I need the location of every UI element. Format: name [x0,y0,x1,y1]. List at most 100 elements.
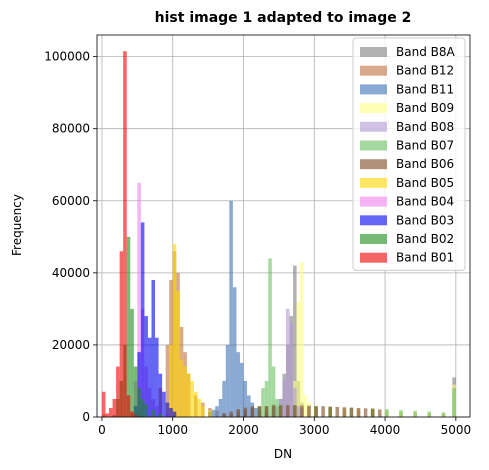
legend-swatch [360,196,387,207]
histogram-bar [172,411,177,417]
histogram-bar [109,407,113,417]
histogram-bar [271,405,276,417]
legend-swatch [360,234,387,244]
histogram-bar [275,398,279,417]
histogram-bar [285,308,290,417]
legend-entry: Band B08 [396,120,454,134]
histogram-bar [201,406,205,417]
histogram-bar [218,398,223,417]
histogram-bar [441,412,446,417]
x-tick-label: 3000 [299,423,330,437]
legend-swatch [360,103,387,114]
histogram-bar [119,251,124,417]
histogram-bar [130,308,134,417]
histogram-bar [254,407,258,417]
histogram-bar [211,409,216,417]
legend-swatch [360,140,387,151]
histogram-bar [247,395,251,417]
histogram-bar [137,388,141,417]
x-tick-label: 4000 [370,423,401,437]
y-tick-label: 20000 [52,338,90,352]
legend-frame [352,37,466,271]
histogram-bar [363,408,368,417]
axes-frame [96,34,471,418]
histogram-bar [232,287,237,417]
histogram-bar [140,222,145,417]
histogram-bar [335,406,340,417]
histogram-bar [314,406,318,417]
histogram-bar [169,344,173,417]
histogram-bar [303,395,308,417]
legend-entry: Band B03 [396,213,454,227]
histogram-bar [377,409,382,417]
histogram-bar [165,402,170,417]
histogram-bar [268,258,272,417]
histogram-bar [105,413,110,417]
histogram-bar [215,406,219,417]
legend-swatch [360,65,387,76]
y-tick-label: 100000 [44,50,90,64]
histogram-bar [197,398,202,417]
histogram-bar [399,410,403,417]
histogram-bar [144,404,148,417]
series-band-b01 [101,51,138,417]
histogram-bar [307,405,311,417]
legend-entry: Band B07 [396,139,454,153]
histogram-bar [133,415,138,417]
histogram-bar [293,405,297,417]
histogram-bar [158,373,163,417]
histogram-bar [123,51,127,417]
histogram-bar [172,244,177,417]
y-tick-label: 80000 [52,122,90,136]
x-axis-label: DN [274,447,292,461]
plot-area: 0 1000 2000 3000 4000 5000 0 20000 40000 60000 800… [44,34,472,437]
histogram-bar [208,410,212,417]
histogram-bar [162,391,166,417]
histogram-bar [321,406,325,417]
histogram-bar [278,405,283,417]
histogram-bar [271,366,276,417]
y-tick-label: 40000 [52,266,90,280]
y-axis-label: Frequency [10,194,24,256]
legend-swatch [360,252,387,263]
histogram-bar [328,406,332,417]
histogram-bar [342,407,347,417]
series-band-b03 [133,222,177,417]
histogram-bar [385,409,389,417]
histogram-bar [229,200,233,417]
histogram-bar [140,398,145,417]
chart-title: hist image 1 adapted to image 2 [155,10,412,26]
legend-entry: Band B01 [396,251,454,265]
histogram-bar [144,316,148,417]
legend-swatch [360,177,387,188]
histogram-bar [193,391,198,417]
histogram-bar [169,407,173,417]
series-band-b06 [222,405,382,417]
histogram-bar [190,380,194,417]
histogram-bar [236,352,240,417]
histogram-bar [239,362,244,417]
histogram-bar [261,388,265,417]
histogram-bar [101,391,106,417]
histogram-bar [356,407,361,417]
histogram-bar [300,405,304,417]
histogram-bar [165,344,170,417]
histogram-bar [151,280,156,417]
legend-entry: Band B09 [396,101,454,115]
histogram-bar [236,409,240,417]
legend-entry: Band B02 [396,232,454,246]
histogram-bar [257,406,262,417]
x-tick-label: 2000 [228,423,259,437]
histogram-bar [243,407,248,417]
legend-entry: Band B8A [396,45,455,59]
legend-entry: Band B11 [396,82,454,96]
legend-swatch [360,84,387,95]
legend-entry: Band B06 [396,157,454,171]
x-tick-label: 5000 [441,423,472,437]
histogram-bar [183,366,187,417]
histogram-bar [116,366,120,417]
histogram-bar [452,388,456,417]
histogram-bar [243,380,248,417]
histogram-bar [289,323,294,417]
